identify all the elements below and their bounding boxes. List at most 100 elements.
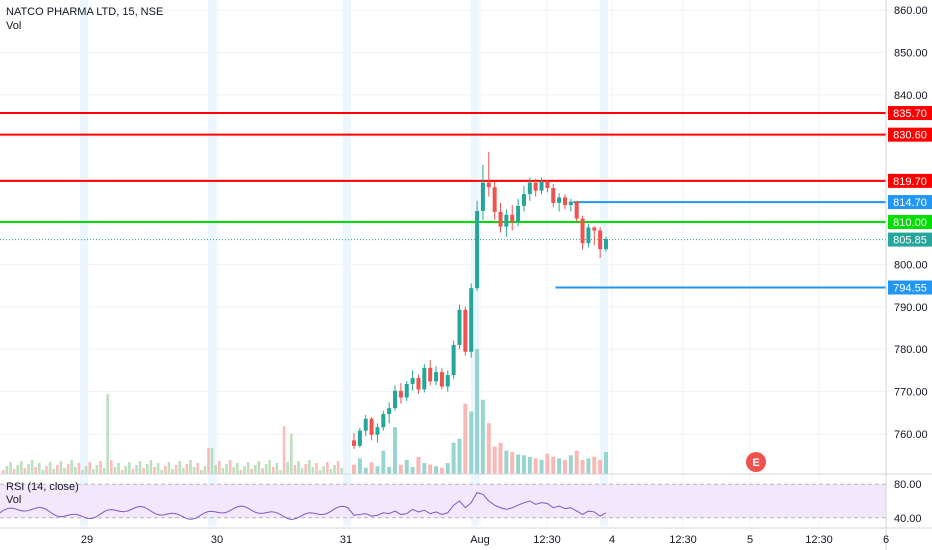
volume-bar (574, 450, 579, 474)
volume-bar (439, 467, 444, 474)
candle-body (404, 383, 409, 398)
volume-bar (102, 468, 106, 474)
price-tag-text: 819.70 (893, 176, 927, 188)
price-tick-label: 790.00 (894, 302, 928, 314)
earnings-marker[interactable]: E (746, 452, 766, 472)
session-band-2 (343, 0, 351, 526)
volume-bar (167, 462, 171, 474)
rsi-legend: RSI (14, close) Vol (6, 481, 79, 507)
candle-body (387, 408, 392, 415)
volume-bar (475, 349, 480, 474)
rsi-band (0, 483, 886, 519)
volume-bar (38, 463, 41, 474)
candle-body (463, 309, 468, 352)
volume-bar (30, 460, 34, 474)
candle-body (545, 181, 550, 189)
volume-bar (533, 458, 538, 474)
rsi-polyline (0, 492, 607, 520)
volume-bar (286, 462, 289, 474)
volume-bar (124, 466, 127, 474)
candle-body (398, 390, 403, 398)
candle-body (492, 187, 497, 212)
earnings-marker-text: E (752, 457, 759, 469)
volume-bar (41, 470, 45, 474)
volume-bar (387, 466, 392, 474)
volume-bar (521, 455, 526, 474)
candle-body (469, 288, 474, 352)
price-tag-810.00 (888, 215, 932, 229)
volume-bar (81, 470, 84, 474)
symbol-label[interactable]: NATCO PHARMA LTD, 15, NSE (6, 6, 164, 18)
volume-bar (56, 465, 59, 474)
volume-bar (63, 468, 66, 474)
volume-bar (74, 467, 77, 474)
volume-bar (375, 466, 380, 474)
volume-bar (357, 458, 362, 474)
volume-bar (398, 464, 403, 474)
volume-bar (586, 458, 591, 474)
volume-bar (486, 423, 491, 474)
price-tick-label: 840.00 (894, 90, 928, 102)
volume-bar (92, 469, 95, 474)
session-band-3 (471, 0, 479, 526)
volume-bar (322, 466, 325, 474)
price-tag-text: 835.70 (893, 108, 927, 120)
candle-body (445, 375, 450, 387)
candle-body (574, 201, 579, 219)
volume-bar (196, 463, 199, 474)
volume-bar (562, 459, 567, 474)
volume-bar (293, 465, 297, 474)
volume-bar (84, 466, 88, 474)
volume-bar (113, 467, 117, 474)
volume-bar (604, 452, 608, 474)
volume-bar (492, 446, 497, 474)
volume-bar (153, 467, 156, 474)
volume-bar (52, 469, 55, 474)
volume-bar (182, 468, 185, 474)
volume-bar (568, 455, 573, 474)
volume-bar (363, 467, 368, 474)
rsi-label[interactable]: RSI (14, close) (6, 481, 79, 493)
volume-bar (434, 466, 439, 474)
horizontal-levels[interactable] (0, 112, 886, 289)
candle-body (557, 197, 562, 203)
candle-body (381, 414, 386, 428)
time-tick-label: Aug (470, 534, 490, 546)
volume-bar (239, 470, 243, 474)
volume-bar (416, 456, 421, 474)
volume-bar (381, 450, 386, 474)
candle-body (533, 182, 538, 191)
price-tag-819.70 (888, 173, 932, 188)
candle-body (352, 440, 356, 446)
volume-bar (250, 469, 253, 474)
volume-bar (95, 465, 99, 474)
price-tag-text: 810.00 (893, 217, 927, 229)
candle-body (357, 430, 362, 446)
volume-bar (480, 399, 485, 474)
volume-bar (207, 448, 210, 474)
volume-bar (352, 464, 356, 474)
candle-body (516, 205, 521, 222)
volume-bar (160, 470, 163, 474)
volume-bar (393, 427, 398, 474)
candle-body (562, 197, 567, 206)
candle-body (592, 227, 597, 231)
candle-body (416, 378, 421, 390)
volume-bar (428, 464, 433, 474)
volume-bar (12, 469, 16, 474)
volume-bar (189, 460, 192, 474)
volume-bar (516, 454, 521, 474)
volume-bar (214, 465, 217, 474)
volume-bar (369, 462, 374, 474)
price-tag-text: 805.85 (893, 235, 927, 247)
volume-bar (178, 461, 181, 474)
price-tick-label: 770.00 (894, 387, 928, 399)
volume-bar (149, 460, 153, 474)
volume-bar (279, 470, 282, 474)
volume-bar (333, 465, 336, 474)
volume-bar (77, 463, 81, 474)
volume-bar (404, 459, 409, 474)
volume-bar (9, 462, 12, 474)
price-tag-830.60 (888, 127, 932, 142)
